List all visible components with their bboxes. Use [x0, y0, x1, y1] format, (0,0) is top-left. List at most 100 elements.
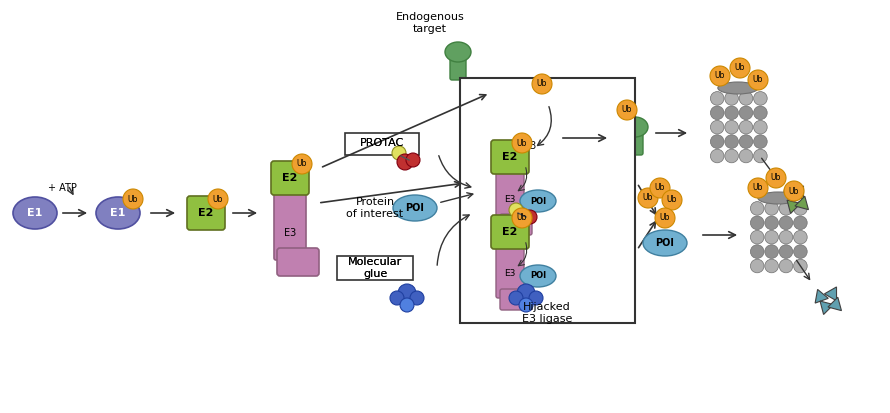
Circle shape	[710, 66, 730, 86]
Text: Ub: Ub	[753, 76, 764, 85]
Circle shape	[710, 135, 724, 148]
Circle shape	[400, 298, 414, 312]
FancyBboxPatch shape	[496, 238, 524, 298]
Text: E3: E3	[524, 141, 536, 151]
FancyBboxPatch shape	[187, 196, 225, 230]
Circle shape	[780, 202, 793, 215]
Circle shape	[754, 92, 767, 105]
Ellipse shape	[718, 82, 758, 94]
Text: POI: POI	[530, 197, 546, 206]
Text: E2: E2	[282, 173, 297, 183]
Polygon shape	[791, 186, 804, 200]
Circle shape	[766, 168, 786, 188]
Circle shape	[517, 284, 535, 302]
Polygon shape	[820, 301, 834, 314]
Text: POI: POI	[406, 203, 425, 213]
Circle shape	[292, 154, 312, 174]
Text: Ub: Ub	[128, 195, 138, 204]
Circle shape	[794, 202, 807, 215]
Text: E2: E2	[522, 93, 538, 103]
Polygon shape	[828, 297, 841, 311]
Circle shape	[655, 208, 675, 228]
Circle shape	[780, 245, 793, 259]
FancyBboxPatch shape	[277, 248, 319, 276]
Circle shape	[710, 121, 724, 134]
Text: Ub: Ub	[789, 187, 799, 195]
Text: Molecular
glue: Molecular glue	[348, 257, 402, 279]
FancyBboxPatch shape	[491, 215, 529, 249]
Ellipse shape	[758, 192, 798, 204]
Text: Hijacked
E3 ligase: Hijacked E3 ligase	[522, 302, 572, 324]
FancyBboxPatch shape	[627, 133, 643, 155]
Circle shape	[724, 135, 739, 148]
Text: E2: E2	[502, 152, 518, 162]
Circle shape	[750, 230, 764, 244]
Text: E2: E2	[198, 208, 214, 218]
Text: Ub: Ub	[296, 159, 307, 169]
Circle shape	[765, 216, 779, 230]
Text: Ub: Ub	[213, 195, 223, 204]
FancyBboxPatch shape	[511, 81, 549, 115]
FancyBboxPatch shape	[271, 161, 309, 195]
Circle shape	[794, 216, 807, 230]
Circle shape	[750, 216, 764, 230]
FancyBboxPatch shape	[500, 214, 532, 235]
Circle shape	[410, 291, 424, 305]
Circle shape	[754, 135, 767, 148]
Circle shape	[730, 58, 750, 78]
Circle shape	[780, 259, 793, 273]
Text: Ub: Ub	[753, 183, 764, 192]
Circle shape	[662, 190, 682, 210]
Circle shape	[509, 203, 523, 217]
Ellipse shape	[643, 230, 687, 256]
Ellipse shape	[527, 142, 553, 162]
FancyBboxPatch shape	[345, 133, 419, 155]
FancyBboxPatch shape	[450, 58, 466, 80]
Circle shape	[794, 245, 807, 259]
Text: Ub: Ub	[537, 79, 547, 88]
Circle shape	[740, 106, 753, 120]
FancyBboxPatch shape	[518, 161, 556, 185]
Circle shape	[740, 135, 753, 148]
Circle shape	[724, 106, 739, 120]
Circle shape	[765, 202, 779, 215]
Text: Ub: Ub	[517, 214, 527, 223]
Circle shape	[512, 133, 532, 153]
FancyBboxPatch shape	[460, 78, 635, 323]
Circle shape	[406, 153, 420, 167]
Text: E3: E3	[505, 270, 515, 278]
Circle shape	[710, 92, 724, 105]
Text: Ub: Ub	[517, 138, 527, 147]
Circle shape	[754, 106, 767, 120]
Circle shape	[765, 230, 779, 244]
Circle shape	[780, 216, 793, 230]
Circle shape	[794, 259, 807, 273]
Text: Endogenous
target: Endogenous target	[396, 12, 465, 34]
Text: E1: E1	[28, 208, 43, 218]
Circle shape	[519, 298, 533, 312]
Ellipse shape	[520, 190, 556, 212]
Circle shape	[532, 74, 552, 94]
Circle shape	[724, 121, 739, 134]
Ellipse shape	[96, 197, 140, 229]
Circle shape	[765, 245, 779, 259]
Text: POI: POI	[656, 238, 675, 248]
Polygon shape	[815, 290, 829, 303]
Circle shape	[617, 100, 637, 120]
Text: Molecular
glue: Molecular glue	[348, 257, 402, 279]
Circle shape	[750, 202, 764, 215]
Text: PROTAC: PROTAC	[360, 138, 404, 148]
Ellipse shape	[520, 265, 556, 287]
Circle shape	[750, 245, 764, 259]
Ellipse shape	[445, 42, 471, 62]
Polygon shape	[824, 287, 837, 301]
Text: Ub: Ub	[655, 183, 665, 192]
Text: POI: POI	[530, 271, 546, 280]
Circle shape	[650, 178, 670, 198]
Circle shape	[780, 230, 793, 244]
Text: Ub: Ub	[667, 195, 677, 204]
FancyBboxPatch shape	[514, 103, 546, 172]
Circle shape	[509, 291, 523, 305]
Circle shape	[740, 121, 753, 134]
Circle shape	[754, 149, 767, 163]
